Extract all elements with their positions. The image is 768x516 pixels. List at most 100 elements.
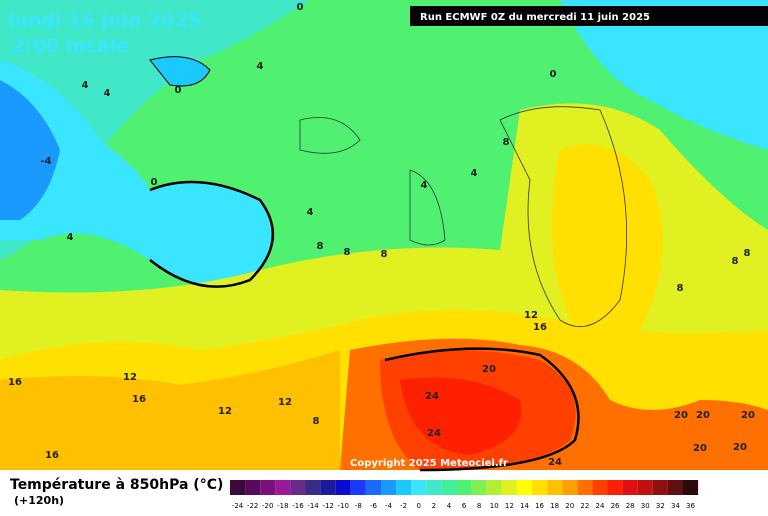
contour-label: 12	[524, 310, 538, 321]
date: lundi 16 juin 2025	[8, 10, 201, 32]
colorbar-cell	[547, 480, 563, 495]
colorbar-cell	[350, 480, 366, 495]
colorbar: -24 -22 -20 -18 -16 -14 -12 -10 -8 -6 -4 -2 0 2 4 6 8 10 1…	[230, 480, 699, 510]
contour-label: 4	[307, 207, 314, 218]
colorbar-cell	[411, 480, 427, 495]
colorbar-tick-label: 34	[671, 502, 680, 510]
map	[0, 0, 768, 472]
legend-lead: (+120h)	[14, 494, 64, 507]
contour-label: 4	[421, 180, 428, 191]
colorbar-cell	[683, 480, 699, 495]
colorbar-tick-label: -2	[400, 502, 407, 510]
contour-label: 12	[218, 406, 232, 417]
colorbar-cell	[396, 480, 412, 495]
colorbar-cell	[275, 480, 291, 495]
colorbar-cell	[622, 480, 638, 495]
colorbar-tick-label: 10	[490, 502, 499, 510]
colorbar-cell	[652, 480, 668, 495]
colorbar-tick-label: -22	[247, 502, 258, 510]
contour-label: 8	[313, 416, 320, 427]
colorbar-cell	[667, 480, 683, 495]
colorbar-tick-label: -6	[370, 502, 378, 510]
contour-label: 0	[550, 69, 557, 80]
contour-label: 8	[503, 137, 510, 148]
colorbar-cell	[501, 480, 517, 495]
colorbar-tick-label: 20	[565, 502, 574, 510]
colorbar-tick-label: 4	[447, 502, 452, 510]
contour-label: 8	[344, 247, 351, 258]
colorbar-tick-label: -12	[322, 502, 333, 510]
contour-label: 12	[123, 372, 137, 383]
colorbar-cell	[245, 480, 261, 495]
colorbar-cell	[335, 480, 351, 495]
colorbar-cell	[637, 480, 653, 495]
legend-title: Température à 850hPa (°C)	[10, 477, 223, 493]
contour-label: 8	[732, 256, 739, 267]
colorbar-tick-label: 26	[611, 502, 620, 510]
colorbar-cell	[320, 480, 336, 495]
contour-label: 16	[533, 322, 547, 333]
colorbar-tick-label: 24	[595, 502, 604, 510]
colorbar-cell	[260, 480, 276, 495]
colorbar-cell	[441, 480, 457, 495]
colorbar-tick-label: -24	[232, 502, 244, 510]
contour-label: 16	[8, 377, 22, 388]
contour-label: 4	[82, 80, 89, 91]
colorbar-tick-label: 8	[477, 502, 481, 510]
colorbar-cell	[290, 480, 306, 495]
contour-label: 24	[548, 457, 562, 468]
colorbar-cell	[607, 480, 623, 495]
colorbar-cell	[577, 480, 593, 495]
contour-label: 8	[381, 249, 388, 260]
colorbar-tick-label: -20	[262, 502, 273, 510]
colorbar-cell	[230, 480, 246, 495]
contour-label: 24	[425, 391, 439, 402]
contour-label: 20	[733, 442, 747, 453]
colorbar-cell	[381, 480, 397, 495]
contour-label: 4	[471, 168, 478, 179]
colorbar-tick-label: -16	[292, 502, 304, 510]
colorbar-tick-label: 30	[641, 502, 650, 510]
contour-label: 4	[104, 88, 111, 99]
contour-label: 8	[317, 241, 324, 252]
contour-label: 24	[427, 428, 441, 439]
contour-label: 8	[677, 283, 684, 294]
contour-label: 0	[297, 2, 304, 13]
colorbar-cell	[516, 480, 532, 495]
colorbar-cell	[592, 480, 608, 495]
contour-label: 4	[257, 61, 264, 72]
colorbar-tick-label: 14	[520, 502, 529, 510]
colorbar-tick-label: 22	[580, 502, 589, 510]
colorbar-cell	[365, 480, 381, 495]
colorbar-tick-label: 12	[505, 502, 514, 510]
contour-label: 16	[45, 450, 59, 461]
colorbar-tick-label: -14	[307, 502, 319, 510]
run-info: Run ECMWF 0Z du mercredi 11 juin 2025	[420, 12, 650, 23]
contour-label: 20	[482, 364, 496, 375]
colorbar-cell	[532, 480, 548, 495]
colorbar-cell	[562, 480, 578, 495]
colorbar-tick-label: 0	[417, 502, 421, 510]
colorbar-tick-label: 6	[462, 502, 467, 510]
colorbar-cell	[426, 480, 442, 495]
colorbar-tick-label: -4	[385, 502, 393, 510]
colorbar-cell	[305, 480, 321, 495]
colorbar-tick-label: 36	[686, 502, 695, 510]
colorbar-tick-label: 2	[432, 502, 436, 510]
colorbar-tick-label: 16	[535, 502, 544, 510]
colorbar-cell	[486, 480, 502, 495]
colorbar-tick-label: 32	[656, 502, 665, 510]
contour-label: 0	[175, 85, 182, 96]
contour-label: 0	[151, 177, 158, 188]
contour-label: 4	[67, 232, 74, 243]
colorbar-tick-label: 18	[550, 502, 559, 510]
colorbar-tick-label: 28	[626, 502, 635, 510]
contour-label: 20	[741, 410, 755, 421]
contour-label: 20	[693, 443, 707, 454]
colorbar-tick-label: -18	[277, 502, 288, 510]
time: 2:00 locale	[12, 35, 129, 57]
contour-label: 16	[132, 394, 146, 405]
